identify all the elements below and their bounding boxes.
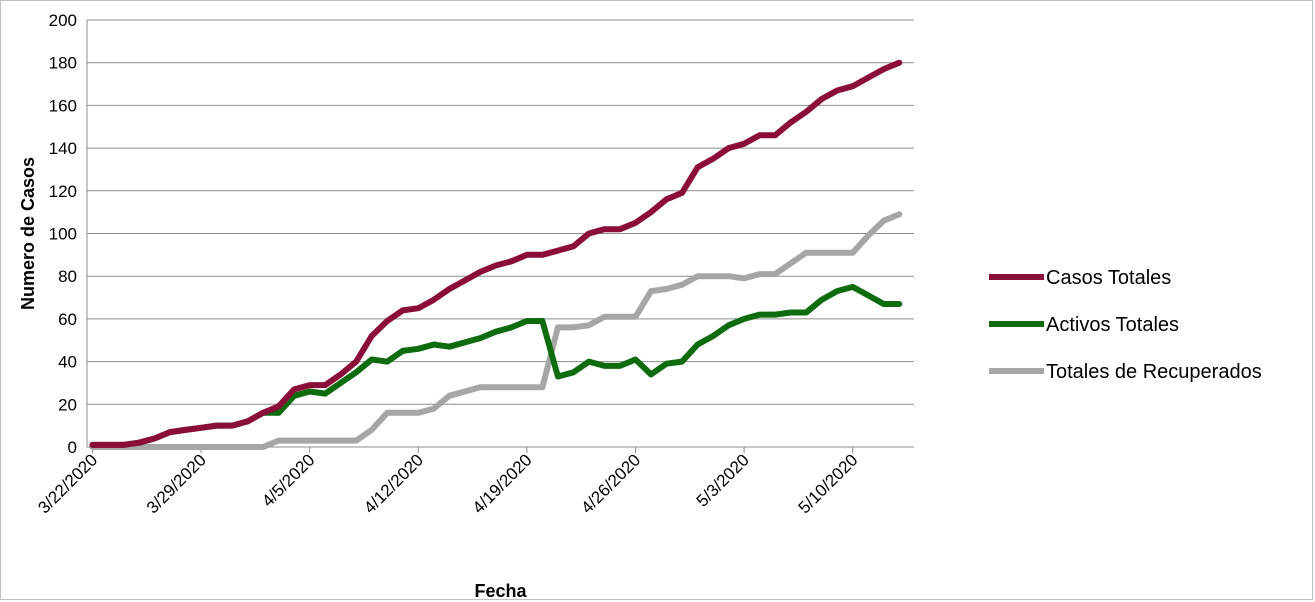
series-lines — [89, 59, 903, 450]
y-tick-label: 180 — [49, 54, 77, 73]
y-tick-label: 80 — [58, 267, 77, 286]
y-axis-title: Numero de Casos — [18, 157, 38, 310]
gridlines — [87, 19, 914, 405]
y-tick-label: 40 — [58, 353, 77, 372]
y-tick-label: 160 — [49, 96, 77, 115]
y-tick-labels: 0 20 40 60 80 100 120 140 160 180 200 — [49, 11, 77, 457]
series-line-1 — [89, 283, 903, 448]
x-tick-label: 4/12/2020 — [360, 450, 427, 517]
series-line-0 — [89, 59, 903, 448]
x-tick-label: 5/10/2020 — [795, 450, 862, 517]
x-tick-label: 3/29/2020 — [143, 450, 210, 517]
x-tick-label: 4/19/2020 — [469, 450, 536, 517]
x-tick-label: 4/5/2020 — [258, 450, 318, 510]
x-axis-title: Fecha — [474, 581, 527, 601]
x-tick-label: 3/22/2020 — [34, 450, 101, 517]
legend-label: Casos Totales — [1046, 267, 1171, 289]
y-tick-label: 200 — [49, 11, 77, 30]
y-tick-label: 100 — [49, 225, 77, 244]
x-tick-label: 4/26/2020 — [577, 450, 644, 517]
x-tick-label: 5/3/2020 — [693, 450, 753, 510]
y-tick-label: 20 — [58, 395, 77, 414]
series-line-2 — [89, 211, 903, 450]
legend-label: Activos Totales — [1046, 314, 1179, 336]
legend: Casos Totales Activos Totales Totales de R… — [989, 267, 1262, 383]
y-tick-label: 140 — [49, 139, 77, 158]
legend-label: Totales de Recuperados — [1046, 361, 1262, 383]
y-tick-label: 120 — [49, 182, 77, 201]
y-tick-label: 0 — [68, 438, 77, 457]
y-tick-label: 60 — [58, 310, 77, 329]
